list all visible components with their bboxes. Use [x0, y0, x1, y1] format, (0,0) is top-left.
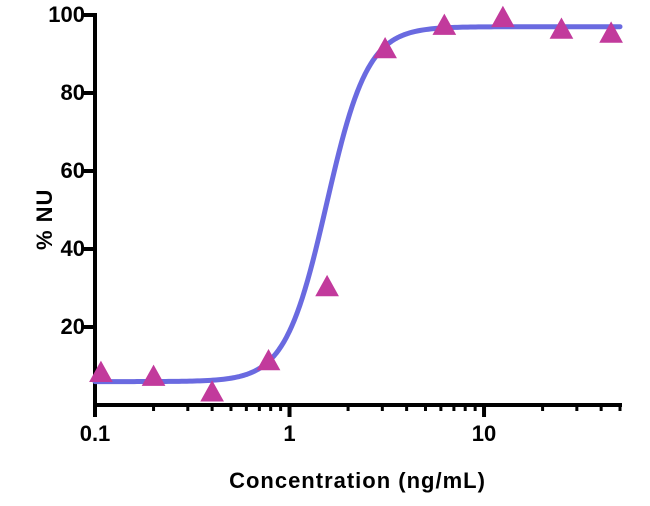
- y-tick-label-0: 20: [61, 314, 85, 340]
- y-tick-label-4: 100: [48, 2, 85, 28]
- y-tick-label-2: 60: [61, 158, 85, 184]
- x-axis-label-text: Concentration (ng/mL): [229, 468, 486, 493]
- y-axis-label-text: % NU: [32, 189, 57, 250]
- y-tick-label-1: 40: [61, 236, 85, 262]
- x-tick-label-0: 0.1: [65, 421, 125, 447]
- y-axis-label: % NU: [32, 189, 58, 250]
- y-tick-label-3: 80: [61, 80, 85, 106]
- chart-container: % NU Concentration (ng/mL) 20 40 60 80 1…: [0, 0, 650, 506]
- x-axis-label: Concentration (ng/mL): [95, 468, 620, 494]
- x-tick-label-2: 10: [454, 421, 514, 447]
- x-tick-label-1: 1: [260, 421, 320, 447]
